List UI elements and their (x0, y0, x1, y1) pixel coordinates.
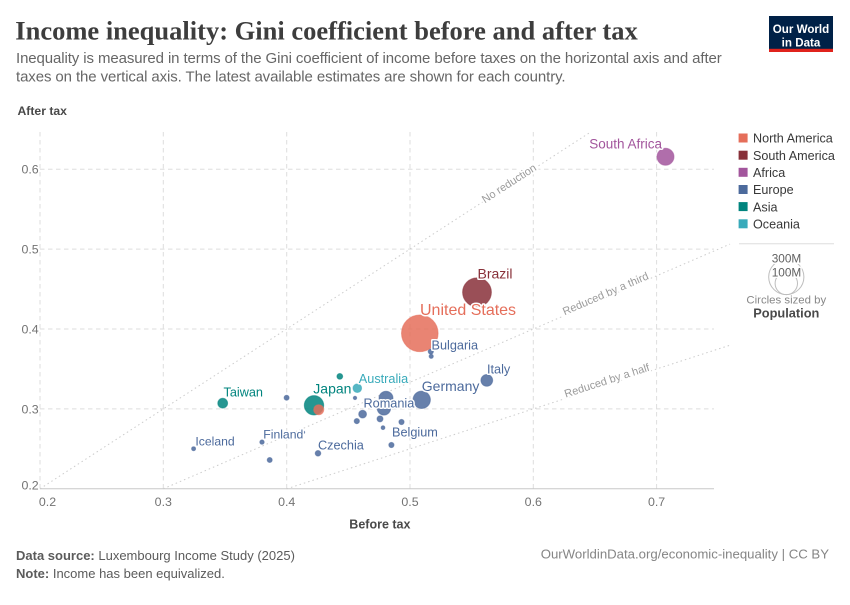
svg-text:Note: Income has been equivali: Note: Income has been equivalized. (16, 566, 225, 581)
svg-text:North America: North America (753, 132, 833, 146)
svg-text:0.6: 0.6 (525, 495, 542, 509)
svg-text:0.5: 0.5 (21, 243, 38, 257)
svg-text:0.4: 0.4 (21, 323, 38, 337)
svg-text:Oceania: Oceania (753, 218, 800, 232)
svg-text:Brazil: Brazil (478, 266, 513, 282)
svg-text:300M: 300M (772, 252, 802, 266)
svg-text:Africa: Africa (753, 166, 785, 180)
svg-text:Taiwan: Taiwan (224, 386, 264, 400)
svg-text:taxes on the vertical axis. Th: taxes on the vertical axis. The latest a… (16, 69, 565, 86)
svg-text:Asia: Asia (753, 200, 778, 214)
svg-text:Australia: Australia (359, 372, 409, 386)
svg-text:0.3: 0.3 (21, 402, 38, 416)
svg-text:0.2: 0.2 (21, 479, 38, 493)
svg-text:Population: Population (753, 306, 819, 321)
svg-text:0.7: 0.7 (648, 495, 665, 509)
svg-text:Iceland: Iceland (195, 435, 234, 449)
svg-text:South Africa: South Africa (589, 137, 662, 152)
svg-text:0.4: 0.4 (278, 495, 295, 509)
svg-text:Romania: Romania (364, 397, 416, 411)
svg-text:Income inequality: Gini coeffi: Income inequality: Gini coefficient befo… (15, 16, 638, 46)
svg-text:Europe: Europe (753, 183, 794, 197)
svg-text:0.2: 0.2 (39, 495, 56, 509)
svg-text:Czechia: Czechia (318, 439, 365, 453)
svg-text:Finland: Finland (263, 428, 303, 442)
svg-text:Inequality is measured in term: Inequality is measured in terms of the G… (16, 50, 722, 67)
svg-text:0.5: 0.5 (401, 495, 418, 509)
svg-text:Circles sized by: Circles sized by (746, 295, 826, 307)
svg-text:Our World: Our World (773, 23, 829, 36)
svg-text:Bulgaria: Bulgaria (432, 339, 479, 353)
svg-text:South America: South America (753, 149, 835, 163)
svg-text:Japan: Japan (313, 381, 351, 397)
svg-text:After tax: After tax (18, 104, 68, 118)
svg-text:Before tax: Before tax (349, 518, 410, 532)
svg-text:Germany: Germany (422, 378, 480, 394)
svg-text:100M: 100M (772, 266, 802, 280)
svg-text:0.3: 0.3 (155, 495, 172, 509)
svg-text:0.6: 0.6 (21, 163, 38, 177)
svg-text:Data source: Luxembourg Income: Data source: Luxembourg Income Study (20… (16, 548, 295, 563)
svg-text:Belgium: Belgium (392, 426, 438, 440)
svg-text:Italy: Italy (487, 362, 511, 376)
svg-text:United States: United States (420, 302, 516, 319)
svg-text:in Data: in Data (782, 37, 821, 50)
svg-text:OurWorldinData.org/economic-in: OurWorldinData.org/economic-inequality |… (541, 547, 830, 562)
